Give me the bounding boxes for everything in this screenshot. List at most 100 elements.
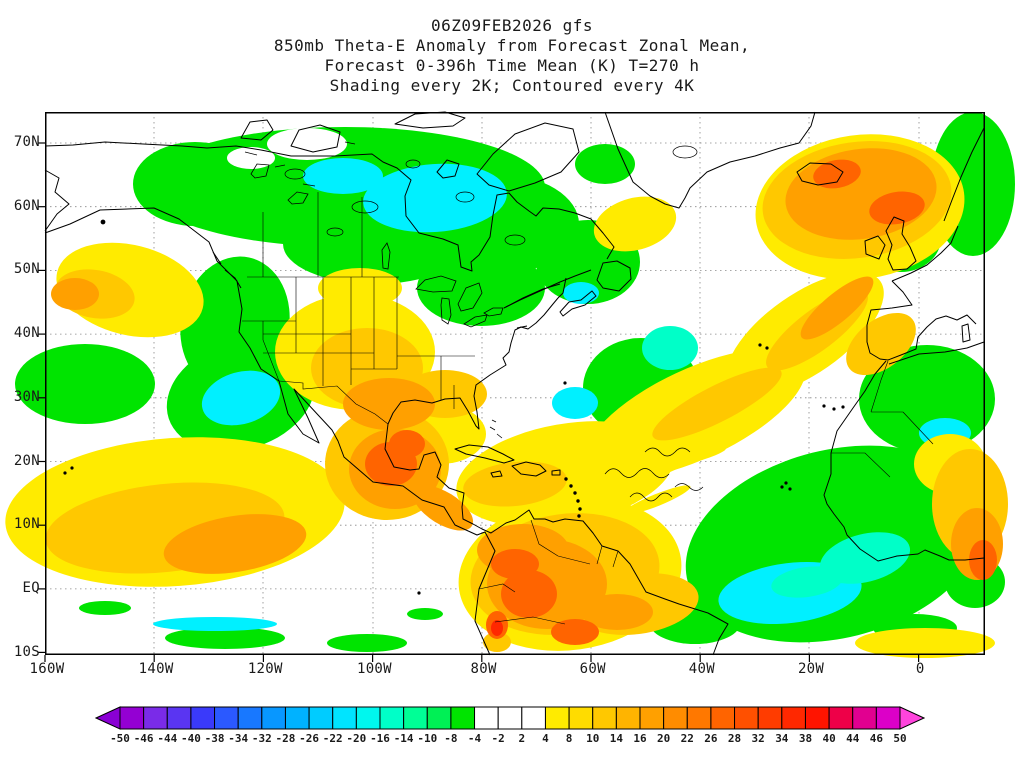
- colorbar-label: 28: [727, 732, 742, 745]
- colorbar-segment: [757, 706, 783, 730]
- axis-tick-marks: [38, 142, 920, 662]
- colorbar-label: 14: [609, 732, 623, 745]
- colorbar-segment: [592, 706, 617, 730]
- colorbar-label: -20: [346, 732, 367, 745]
- colorbar-segment: [332, 706, 357, 730]
- colorbar-svg: [94, 706, 926, 730]
- colorbar-segment: [615, 706, 641, 730]
- colorbar-label: 8: [565, 732, 573, 745]
- colorbar-label: 38: [798, 732, 813, 745]
- colorbar-segment: [426, 706, 452, 730]
- colorbar-segment: [781, 706, 806, 730]
- lat-tick-label: 70N: [13, 134, 40, 150]
- shading-negative-aqua: [642, 326, 911, 598]
- colorbar-label: 4: [542, 732, 549, 745]
- shading-positive-red: [491, 620, 503, 636]
- lon-tick-label: 40W: [688, 661, 715, 677]
- lon-tick-label: 0: [915, 661, 925, 677]
- colorbar-label: 40: [822, 732, 836, 745]
- colorbar-label: -46: [133, 732, 154, 745]
- colorbar-segment: [166, 706, 192, 730]
- lakes: [250, 163, 504, 328]
- colorbar-segment: [119, 706, 145, 730]
- colorbar-label: 44: [846, 732, 860, 745]
- colorbar-label: -16: [370, 732, 390, 745]
- colorbar-segment: [497, 706, 523, 730]
- lat-tick-label: 60N: [13, 197, 40, 214]
- colorbar-label: -2: [491, 732, 505, 745]
- colorbar-arrow-right: [899, 706, 926, 730]
- colorbar-label: 46: [869, 732, 883, 745]
- colorbar-label: 32: [751, 732, 765, 745]
- colorbar-segment: [474, 706, 499, 730]
- colorbar-label: -38: [204, 732, 225, 745]
- colorbar-label: -32: [251, 732, 272, 745]
- colorbar-label: 10: [586, 732, 600, 745]
- colorbar-segment: [544, 706, 570, 730]
- title-line-1: 06Z09FEB2026 gfs: [430, 16, 594, 35]
- colorbar-label: -28: [275, 732, 296, 745]
- colorbar-segment: [284, 706, 310, 730]
- colorbar-segment: [308, 706, 334, 730]
- lon-tick-label: 20W: [797, 661, 825, 677]
- colorbar-label: 50: [893, 732, 907, 745]
- colorbar-label: 34: [775, 732, 789, 745]
- colorbar-label: -10: [417, 732, 438, 745]
- title-block: 06Z09FEB2026 gfs 850mb Theta-E Anomaly f…: [0, 16, 1024, 96]
- lat-tick-label: EQ: [22, 579, 40, 596]
- colorbar-label: 26: [704, 732, 718, 745]
- title-line-4: Shading every 2K; Contoured every 4K: [329, 76, 695, 95]
- colorbar-segment: [355, 706, 381, 730]
- shading-white-gaps: [227, 128, 347, 169]
- colorbar-label: -34: [228, 732, 249, 745]
- colorbar: [94, 706, 926, 730]
- colorbar-label: -50: [110, 732, 130, 745]
- colorbar-label: 16: [633, 732, 647, 745]
- colorbar-label: -40: [180, 732, 201, 745]
- colorbar-segment: [214, 706, 239, 730]
- colorbar-segment: [686, 706, 712, 730]
- colorbar-segment: [875, 706, 901, 730]
- colorbar-segment: [734, 706, 759, 730]
- title-line-3: Forecast 0-396h Time Mean (K) T=270 h: [324, 56, 700, 75]
- lat-tick-label: 10S: [13, 643, 40, 660]
- lat-tick-label: 30N: [13, 388, 40, 405]
- colorbar-segment: [521, 706, 546, 730]
- colorbar-label: -22: [322, 732, 343, 745]
- colorbar-segment: [190, 706, 216, 730]
- colorbar-segment: [804, 706, 830, 730]
- small-islands: [63, 219, 845, 595]
- colorbar-segment: [379, 706, 405, 730]
- lon-tick-label: 100W: [356, 661, 392, 677]
- colorbar-label: 20: [657, 732, 671, 745]
- shading-positive-deep-orange: [365, 159, 997, 645]
- lon-tick-label: 80W: [470, 661, 497, 677]
- colorbar-segment: [261, 706, 286, 730]
- colorbar-label: -8: [444, 732, 458, 745]
- title-line-2: 850mb Theta-E Anomaly from Forecast Zona…: [273, 36, 751, 55]
- map-plot: [5, 111, 1015, 662]
- map-frame: [45, 112, 985, 655]
- colorbar-label: -26: [299, 732, 320, 745]
- colorbar-segment: [852, 706, 877, 730]
- colorbar-label: -14: [393, 732, 414, 745]
- colorbar-segment: [663, 706, 688, 730]
- colorbar-segment: [450, 706, 476, 730]
- colorbar-segment: [403, 706, 428, 730]
- colorbar-label: 22: [680, 732, 694, 745]
- coastlines: [44, 111, 985, 656]
- lon-tick-label: 140W: [138, 661, 174, 677]
- colorbar-label: -4: [467, 732, 482, 745]
- lon-tick-label: 60W: [579, 661, 606, 677]
- colorbar-segment: [237, 706, 263, 730]
- colorbar-segment: [639, 706, 665, 730]
- lat-tick-label: 40N: [13, 325, 40, 342]
- colorbar-segment: [143, 706, 168, 730]
- lat-tick-label: 20N: [13, 452, 40, 469]
- colorbar-segment: [568, 706, 594, 730]
- colorbar-label: -44: [157, 732, 178, 745]
- lon-tick-label: 160W: [29, 661, 65, 677]
- colorbar-label: 2: [518, 732, 526, 745]
- colorbar-arrow-left: [94, 706, 121, 730]
